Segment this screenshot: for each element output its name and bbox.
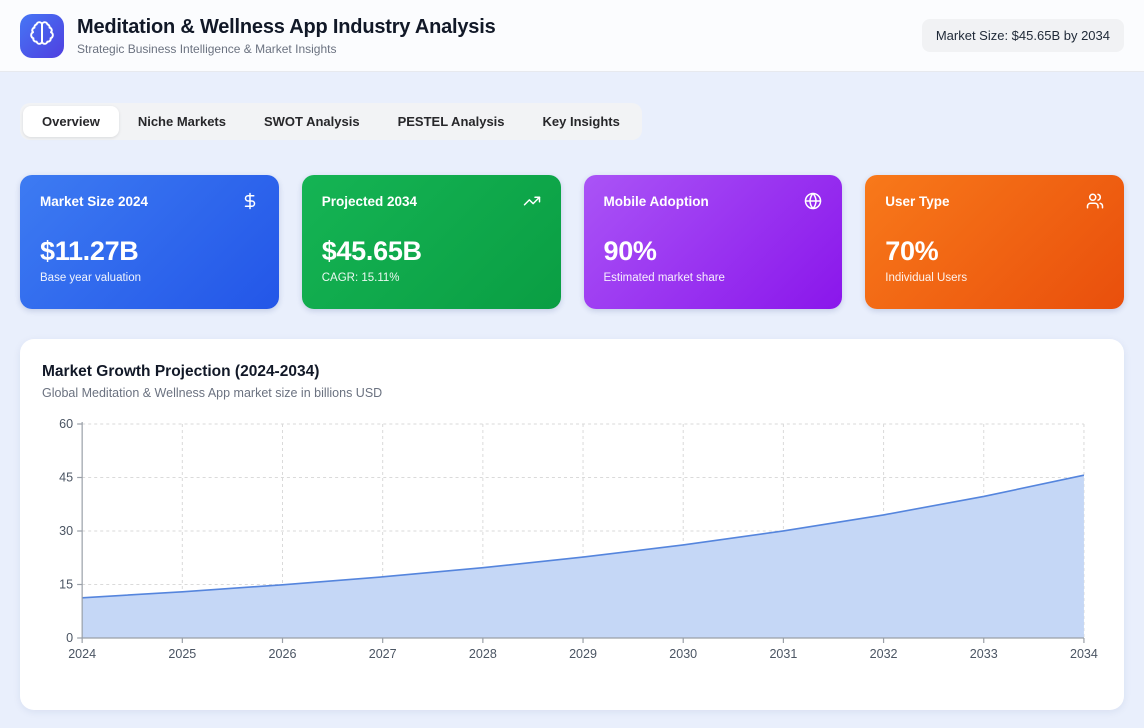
stat-card-value: 70%: [885, 236, 939, 266]
stat-card-subtitle: CAGR: 15.11%: [321, 272, 400, 284]
brain-icon: [29, 20, 55, 51]
stat-card-title: User Type: [885, 193, 950, 209]
trending-up-icon: [523, 192, 541, 210]
stat-card-title: Market Size 2024: [40, 193, 149, 209]
market-growth-chart-card: Market Growth Projection (2024-2034) Glo…: [20, 339, 1124, 710]
svg-text:0: 0: [66, 631, 73, 645]
users-icon: [1086, 192, 1104, 210]
stat-card-user-type: User Type 70% Individual Users: [865, 175, 1124, 309]
svg-text:2024: 2024: [68, 647, 96, 661]
market-size-badge: Market Size: $45.65B by 2034: [921, 19, 1124, 52]
page-title: Meditation & Wellness App Industry Analy…: [77, 15, 496, 38]
stat-card-title: Projected 2034: [321, 193, 418, 209]
svg-text:2031: 2031: [769, 647, 797, 661]
svg-text:2028: 2028: [469, 647, 497, 661]
globe-icon: [804, 192, 822, 210]
app-logo: [20, 13, 64, 58]
main-content: Overview Niche Markets SWOT Analysis PES…: [0, 72, 1144, 710]
svg-text:60: 60: [59, 417, 73, 431]
svg-text:2025: 2025: [168, 647, 196, 661]
stat-cards: Market Size 2024 $11.27B Base year valua…: [20, 175, 1124, 309]
tab-pestel-analysis[interactable]: PESTEL Analysis: [379, 106, 524, 137]
stat-card-value: 90%: [603, 236, 657, 266]
tab-niche-markets[interactable]: Niche Markets: [119, 106, 245, 137]
svg-text:15: 15: [59, 578, 73, 592]
stat-card-subtitle: Individual Users: [885, 272, 968, 284]
svg-text:2033: 2033: [970, 647, 998, 661]
svg-text:2034: 2034: [1070, 647, 1098, 661]
stat-card-subtitle: Estimated market share: [603, 272, 725, 284]
svg-text:45: 45: [59, 471, 73, 485]
stat-card-value: $11.27B: [40, 236, 139, 266]
stat-card-mobile-adoption: Mobile Adoption 90% Estimated market sha…: [583, 175, 843, 309]
stat-card-projected-2034: Projected 2034 $45.65B CAGR: 15.11%: [301, 175, 561, 309]
tab-overview[interactable]: Overview: [23, 106, 119, 137]
tab-swot-analysis[interactable]: SWOT Analysis: [245, 106, 379, 137]
tab-bar: Overview Niche Markets SWOT Analysis PES…: [20, 103, 642, 140]
dollar-icon: [241, 192, 259, 210]
svg-text:30: 30: [59, 524, 73, 538]
growth-area-chart: 0 15 30 45 60 2024 2025 2026 2027 2028 2029 2030 203…: [42, 416, 1102, 666]
stat-card-title: Mobile Adoption: [603, 193, 709, 209]
svg-text:2029: 2029: [569, 647, 597, 661]
stat-card-value: $45.65B: [321, 236, 422, 266]
tab-key-insights[interactable]: Key Insights: [524, 106, 639, 137]
stat-card-subtitle: Base year valuation: [40, 272, 142, 284]
svg-text:2027: 2027: [369, 647, 397, 661]
chart-title: Market Growth Projection (2024-2034): [42, 363, 320, 380]
svg-text:2026: 2026: [269, 647, 297, 661]
svg-text:2032: 2032: [870, 647, 898, 661]
header: Meditation & Wellness App Industry Analy…: [0, 0, 1144, 72]
page-subtitle: Strategic Business Intelligence & Market…: [77, 41, 337, 56]
svg-text:2030: 2030: [669, 647, 697, 661]
chart-subtitle: Global Meditation & Wellness App market …: [42, 386, 383, 400]
growth-area-chart-svg: 0 15 30 45 60 2024 2025 2026 2027 2028 2029 2030 203…: [59, 417, 1098, 661]
stat-card-market-size-2024: Market Size 2024 $11.27B Base year valua…: [20, 175, 279, 309]
